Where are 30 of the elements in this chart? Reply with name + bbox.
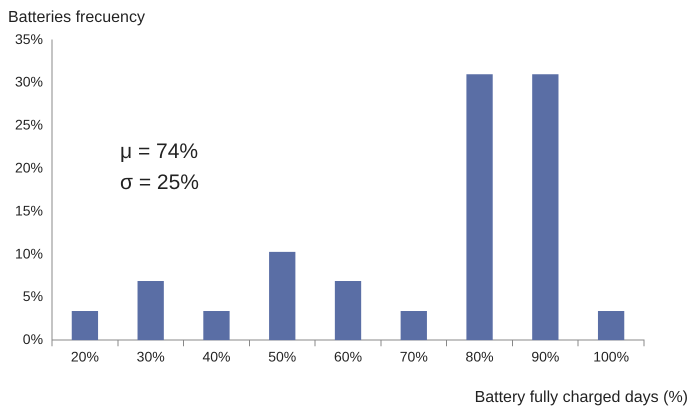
y-tick-label: 30%	[14, 74, 44, 90]
y-axis-title: Batteries frecuency	[8, 9, 145, 26]
bar	[269, 252, 296, 340]
x-axis-title: Battery fully charged days (%)	[474, 389, 688, 406]
bar	[400, 311, 427, 340]
bar	[466, 74, 493, 340]
x-tick-label: 80%	[466, 348, 494, 364]
x-tick-label: 50%	[268, 348, 296, 364]
y-tick-label: 5%	[22, 288, 44, 304]
x-tick-label: 40%	[202, 348, 230, 364]
x-tick-label: 100%	[593, 348, 630, 364]
bar	[203, 311, 230, 340]
bar	[138, 281, 164, 340]
bar	[334, 281, 362, 340]
y-tick-label: 35%	[14, 30, 44, 47]
y-tick-label: 25%	[14, 116, 44, 133]
annotation: μ = 74%	[120, 140, 198, 163]
bar	[72, 311, 98, 340]
y-tick-label: 0%	[22, 331, 44, 348]
y-tick-label: 15%	[14, 202, 44, 218]
x-tick-label: 60%	[334, 348, 362, 364]
bar	[598, 311, 624, 340]
x-tick-label: 70%	[400, 348, 428, 364]
annotation: σ = 25%	[120, 171, 199, 194]
bar	[532, 74, 558, 340]
x-tick-label: 90%	[531, 348, 560, 364]
x-tick-label: 30%	[136, 348, 165, 364]
y-tick-label: 20%	[14, 160, 44, 176]
x-tick-label: 20%	[70, 348, 99, 364]
y-tick-label: 10%	[14, 245, 44, 262]
